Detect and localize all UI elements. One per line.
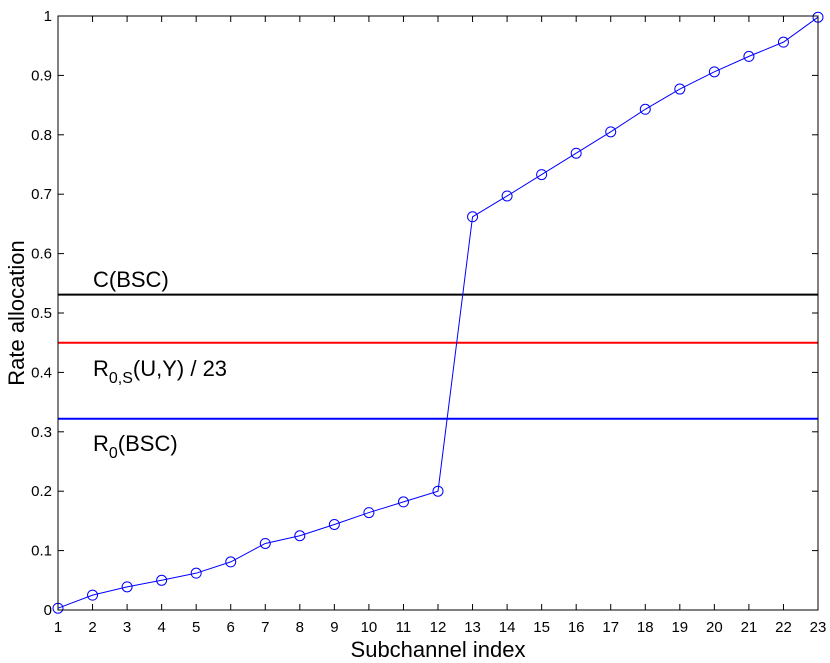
reference-lines: [58, 293, 818, 420]
data-point-11: [397, 496, 409, 508]
line-annotations: C(BSC) R0,S(U,Y) / 23 R0(BSC): [93, 267, 227, 462]
x-tick-label: 16: [568, 619, 585, 636]
data-point-12: [432, 485, 444, 497]
x-tick-label: 22: [775, 619, 792, 636]
data-point-13: [467, 211, 479, 223]
data-point-14: [501, 190, 513, 202]
y-tick-label: 0.3: [31, 424, 52, 441]
x-tick-label: 17: [602, 619, 619, 636]
data-point-10: [363, 507, 375, 519]
reference-line-label-2: R0(BSC): [93, 431, 178, 462]
data-point-17: [605, 126, 617, 138]
data-point-16: [570, 147, 582, 159]
x-tick-label: 21: [741, 619, 758, 636]
y-axis-label: Rate allocation: [4, 240, 29, 386]
x-tick-label: 14: [499, 619, 516, 636]
x-tick-label: 1: [54, 619, 62, 636]
reference-line-label-1: R0,S(U,Y) / 23: [93, 356, 227, 387]
data-point-4: [156, 574, 168, 586]
x-tick-label: 7: [261, 619, 269, 636]
x-tick-label: 19: [671, 619, 688, 636]
data-point-22: [777, 36, 789, 48]
y-tick-label: 0.2: [31, 483, 52, 500]
y-tick-label: 1: [44, 8, 52, 25]
y-tick-label: 0.7: [31, 186, 52, 203]
data-point-5: [190, 567, 202, 579]
y-tick-label: 0.5: [31, 305, 52, 322]
y-tick-label: 0.1: [31, 543, 52, 560]
data-point-20: [708, 66, 720, 78]
data-point-9: [328, 518, 340, 530]
x-tick-label: 13: [464, 619, 481, 636]
data-point-2: [87, 589, 99, 601]
y-tick-label: 0.8: [31, 127, 52, 144]
data-point-21: [743, 50, 755, 62]
data-point-6: [225, 556, 237, 568]
x-tick-label: 12: [430, 619, 447, 636]
y-tick-label: 0: [44, 602, 52, 619]
y-tick-label: 0.9: [31, 67, 52, 84]
data-point-15: [536, 169, 548, 181]
series-line: [57, 16, 819, 609]
x-tick-label: 9: [330, 619, 338, 636]
plot-area: [58, 16, 818, 610]
reference-line-label-0: C(BSC): [93, 267, 169, 292]
x-tick-label: 8: [296, 619, 304, 636]
x-tick-label: 18: [637, 619, 654, 636]
data-point-18: [639, 103, 651, 115]
x-tick-label: 4: [157, 619, 165, 636]
x-tick-label: 6: [227, 619, 235, 636]
x-axis-label: Subchannel index: [351, 637, 526, 662]
x-tick-label: 5: [192, 619, 200, 636]
data-point-3: [121, 581, 133, 593]
data-point-8: [294, 530, 306, 542]
x-axis-ticks: 1 2 3 4 5 6 7 8 9 10 11 12 13 14 15 16 17 18 19 20 21 22 23: [54, 16, 827, 636]
x-tick-label: 23: [810, 619, 827, 636]
data-point-19: [674, 83, 686, 95]
x-tick-label: 20: [706, 619, 723, 636]
x-tick-label: 11: [396, 619, 412, 636]
x-tick-label: 15: [533, 619, 550, 636]
x-tick-label: 3: [123, 619, 131, 636]
x-tick-label: 10: [361, 619, 378, 636]
x-tick-label: 2: [88, 619, 96, 636]
y-axis-ticks: 0 0.1 0.2 0.3 0.4 0.5 0.6 0.7 0.8 0.9 1: [31, 8, 818, 619]
data-series: [52, 11, 824, 614]
y-tick-label: 0.4: [31, 364, 52, 381]
data-point-7: [259, 537, 271, 549]
y-tick-label: 0.6: [31, 246, 52, 263]
